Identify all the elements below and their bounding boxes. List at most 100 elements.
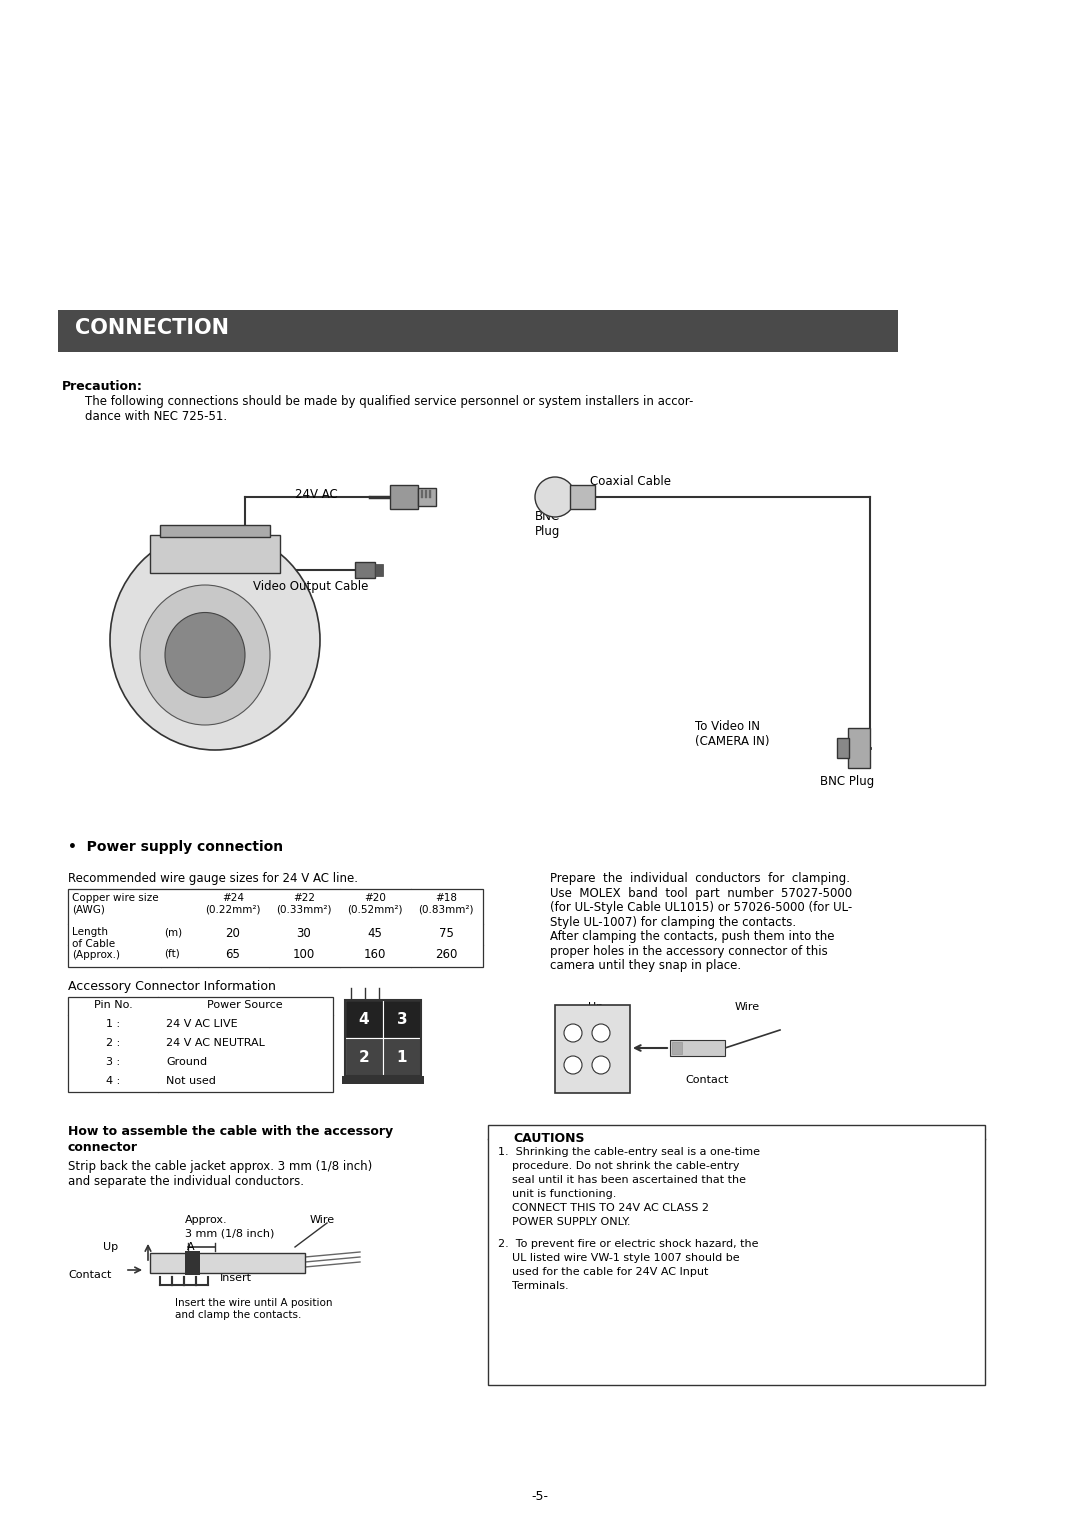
- Text: 20: 20: [226, 927, 241, 940]
- Text: Style UL-1007) for clamping the contacts.: Style UL-1007) for clamping the contacts…: [550, 916, 796, 928]
- FancyBboxPatch shape: [837, 738, 849, 757]
- FancyBboxPatch shape: [670, 1039, 725, 1056]
- Text: Wire: Wire: [310, 1215, 335, 1225]
- FancyBboxPatch shape: [429, 491, 431, 498]
- FancyBboxPatch shape: [345, 1000, 383, 1038]
- Text: 75: 75: [438, 927, 454, 940]
- Ellipse shape: [140, 585, 270, 725]
- Text: 24V AC: 24V AC: [295, 488, 338, 501]
- Text: 260: 260: [435, 948, 457, 962]
- Ellipse shape: [110, 530, 320, 750]
- Text: 4 :: 4 :: [106, 1076, 120, 1087]
- Text: Coaxial Cable: Coaxial Cable: [590, 475, 671, 488]
- FancyBboxPatch shape: [160, 524, 270, 536]
- Text: UL listed wire VW-1 style 1007 should be: UL listed wire VW-1 style 1007 should be: [498, 1253, 740, 1263]
- Circle shape: [592, 1024, 610, 1042]
- Text: 160: 160: [364, 948, 387, 962]
- Text: Recommended wire gauge sizes for 24 V AC line.: Recommended wire gauge sizes for 24 V AC…: [68, 872, 357, 885]
- Text: Strip back the cable jacket approx. 3 mm (1/8 inch): Strip back the cable jacket approx. 3 mm…: [68, 1160, 373, 1173]
- Text: After clamping the contacts, push them into the: After clamping the contacts, push them i…: [550, 930, 835, 943]
- Text: BNC
Plug: BNC Plug: [535, 511, 561, 538]
- FancyBboxPatch shape: [345, 1038, 383, 1076]
- Text: procedure. Do not shrink the cable-entry: procedure. Do not shrink the cable-entry: [498, 1161, 740, 1170]
- Text: 45: 45: [367, 927, 382, 940]
- Text: Power Source: Power Source: [207, 1000, 283, 1010]
- Text: (ft): (ft): [164, 948, 179, 959]
- Text: To Video IN
(CAMERA IN): To Video IN (CAMERA IN): [696, 719, 769, 748]
- Text: (for UL-Style Cable UL1015) or 57026-5000 (for UL-: (for UL-Style Cable UL1015) or 57026-500…: [550, 901, 852, 914]
- FancyBboxPatch shape: [672, 1042, 681, 1055]
- Text: Length
of Cable
(Approx.): Length of Cable (Approx.): [72, 927, 120, 960]
- Text: Approx.: Approx.: [185, 1215, 228, 1225]
- Text: Up: Up: [588, 1001, 603, 1012]
- FancyBboxPatch shape: [150, 1253, 305, 1273]
- Text: CONNECT THIS TO 24V AC CLASS 2: CONNECT THIS TO 24V AC CLASS 2: [498, 1202, 708, 1213]
- FancyBboxPatch shape: [185, 1251, 200, 1276]
- Text: Contact: Contact: [685, 1074, 728, 1085]
- Text: #24
(0.22mm²): #24 (0.22mm²): [205, 893, 260, 914]
- Text: -5-: -5-: [531, 1490, 549, 1503]
- FancyBboxPatch shape: [68, 888, 483, 968]
- Text: 2.  To prevent fire or electric shock hazard, the: 2. To prevent fire or electric shock haz…: [498, 1239, 758, 1250]
- Text: 1: 1: [396, 1050, 407, 1064]
- Text: 1.  Shrinking the cable-entry seal is a one-time: 1. Shrinking the cable-entry seal is a o…: [498, 1148, 760, 1157]
- Text: A: A: [187, 1242, 194, 1253]
- Text: Copper wire size
(AWG): Copper wire size (AWG): [72, 893, 159, 914]
- Text: 3: 3: [396, 1012, 407, 1027]
- Text: Insert the wire until A position
and clamp the contacts.: Insert the wire until A position and cla…: [175, 1298, 333, 1320]
- FancyBboxPatch shape: [390, 485, 418, 509]
- Circle shape: [564, 1056, 582, 1074]
- Text: CONNECTION: CONNECTION: [75, 319, 229, 338]
- Text: 3 :: 3 :: [106, 1058, 120, 1067]
- Text: CAUTIONS: CAUTIONS: [513, 1132, 584, 1145]
- Text: 4: 4: [359, 1012, 369, 1027]
- FancyBboxPatch shape: [58, 309, 897, 352]
- Text: Up: Up: [103, 1242, 118, 1253]
- FancyBboxPatch shape: [383, 1000, 421, 1038]
- Text: Use  MOLEX  band  tool  part  number  57027-5000: Use MOLEX band tool part number 57027-50…: [550, 887, 852, 899]
- Text: Insert: Insert: [220, 1273, 252, 1283]
- Text: (m): (m): [164, 927, 183, 937]
- Text: Prepare  the  individual  conductors  for  clamping.: Prepare the individual conductors for cl…: [550, 872, 850, 885]
- FancyBboxPatch shape: [355, 562, 375, 578]
- FancyBboxPatch shape: [375, 564, 383, 576]
- Text: Not used: Not used: [166, 1076, 216, 1087]
- Text: Precaution:: Precaution:: [62, 379, 143, 393]
- Text: 1 :: 1 :: [106, 1020, 120, 1029]
- Text: 3 mm (1/8 inch): 3 mm (1/8 inch): [185, 1228, 274, 1237]
- FancyBboxPatch shape: [555, 1004, 630, 1093]
- Text: Ground: Ground: [166, 1058, 207, 1067]
- FancyBboxPatch shape: [418, 488, 436, 506]
- Text: Terminals.: Terminals.: [498, 1282, 569, 1291]
- FancyBboxPatch shape: [421, 491, 423, 498]
- Text: proper holes in the accessory connector of this: proper holes in the accessory connector …: [550, 945, 827, 957]
- Text: 100: 100: [293, 948, 315, 962]
- FancyBboxPatch shape: [488, 1125, 985, 1385]
- Text: POWER SUPPLY ONLY.: POWER SUPPLY ONLY.: [498, 1218, 631, 1227]
- Text: Contact: Contact: [68, 1269, 111, 1280]
- Text: BNC Plug: BNC Plug: [820, 776, 874, 788]
- Text: connector: connector: [68, 1141, 138, 1154]
- Text: Video Output Cable: Video Output Cable: [253, 581, 368, 593]
- FancyBboxPatch shape: [383, 1038, 421, 1076]
- Text: •  Power supply connection: • Power supply connection: [68, 840, 283, 853]
- Text: 2: 2: [359, 1050, 369, 1064]
- Text: 30: 30: [297, 927, 311, 940]
- Text: The following connections should be made by qualified service personnel or syste: The following connections should be made…: [85, 395, 693, 408]
- Text: seal until it has been ascertained that the: seal until it has been ascertained that …: [498, 1175, 746, 1186]
- FancyBboxPatch shape: [848, 728, 870, 768]
- Text: unit is functioning.: unit is functioning.: [498, 1189, 617, 1199]
- Text: camera until they snap in place.: camera until they snap in place.: [550, 959, 741, 972]
- Text: #20
(0.52mm²): #20 (0.52mm²): [348, 893, 403, 914]
- Circle shape: [564, 1024, 582, 1042]
- Text: 65: 65: [226, 948, 241, 962]
- Circle shape: [535, 477, 575, 517]
- Text: 2 :: 2 :: [106, 1038, 120, 1049]
- FancyBboxPatch shape: [342, 1076, 424, 1084]
- Text: dance with NEC 725-51.: dance with NEC 725-51.: [85, 410, 227, 424]
- Text: 24 V AC NEUTRAL: 24 V AC NEUTRAL: [166, 1038, 265, 1049]
- Ellipse shape: [165, 613, 245, 698]
- Text: Accessory Connector Information: Accessory Connector Information: [68, 980, 275, 994]
- Text: used for the cable for 24V AC Input: used for the cable for 24V AC Input: [498, 1266, 708, 1277]
- Text: Pin No.: Pin No.: [94, 1000, 133, 1010]
